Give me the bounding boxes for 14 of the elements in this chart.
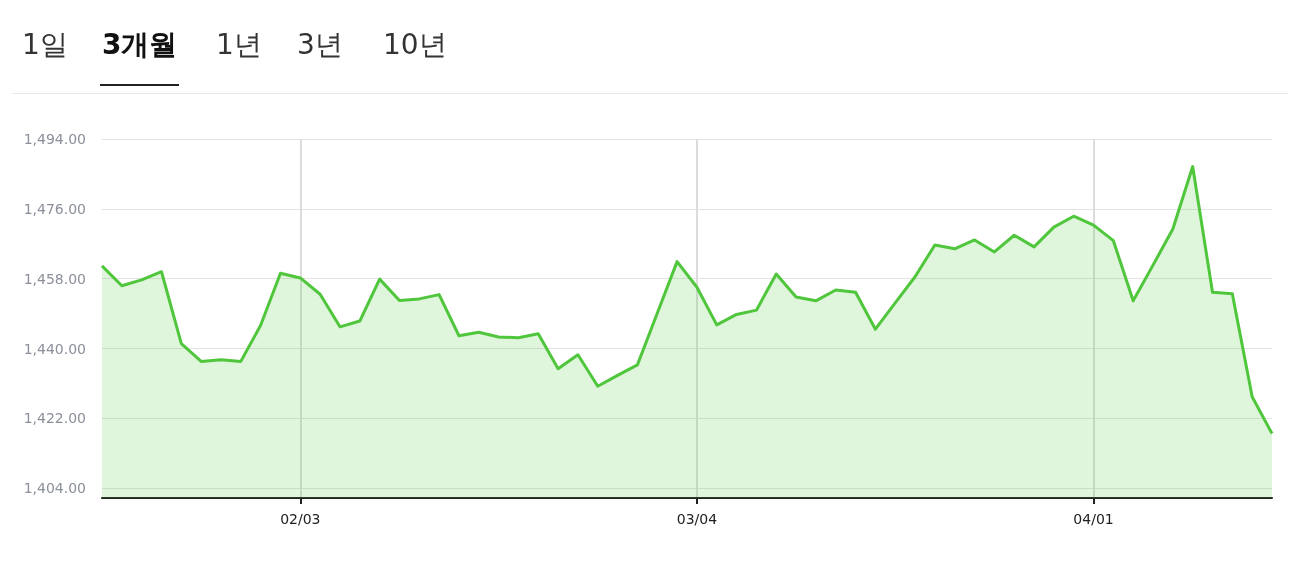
text: 1일 [20, 26, 70, 84]
y-tick-label: 1,458.00 [23, 270, 86, 287]
y-tick-label: 1,404.00 [23, 480, 86, 497]
text: 10년 [381, 26, 449, 84]
text: 3년 [295, 26, 345, 84]
text: 1년 [214, 26, 264, 84]
x-tick-label: 02/03 [280, 511, 321, 527]
y-tick-label: 1,494.00 [23, 131, 86, 147]
y-tick-label: 1,422.00 [23, 410, 86, 427]
x-tick-label: 03/04 [676, 511, 718, 527]
x-tick-label: 04/01 [1073, 511, 1114, 527]
y-tick-label: 1,440.00 [23, 340, 86, 357]
text: 3개월 [100, 26, 180, 86]
y-tick-label: 1,476.00 [23, 200, 86, 217]
